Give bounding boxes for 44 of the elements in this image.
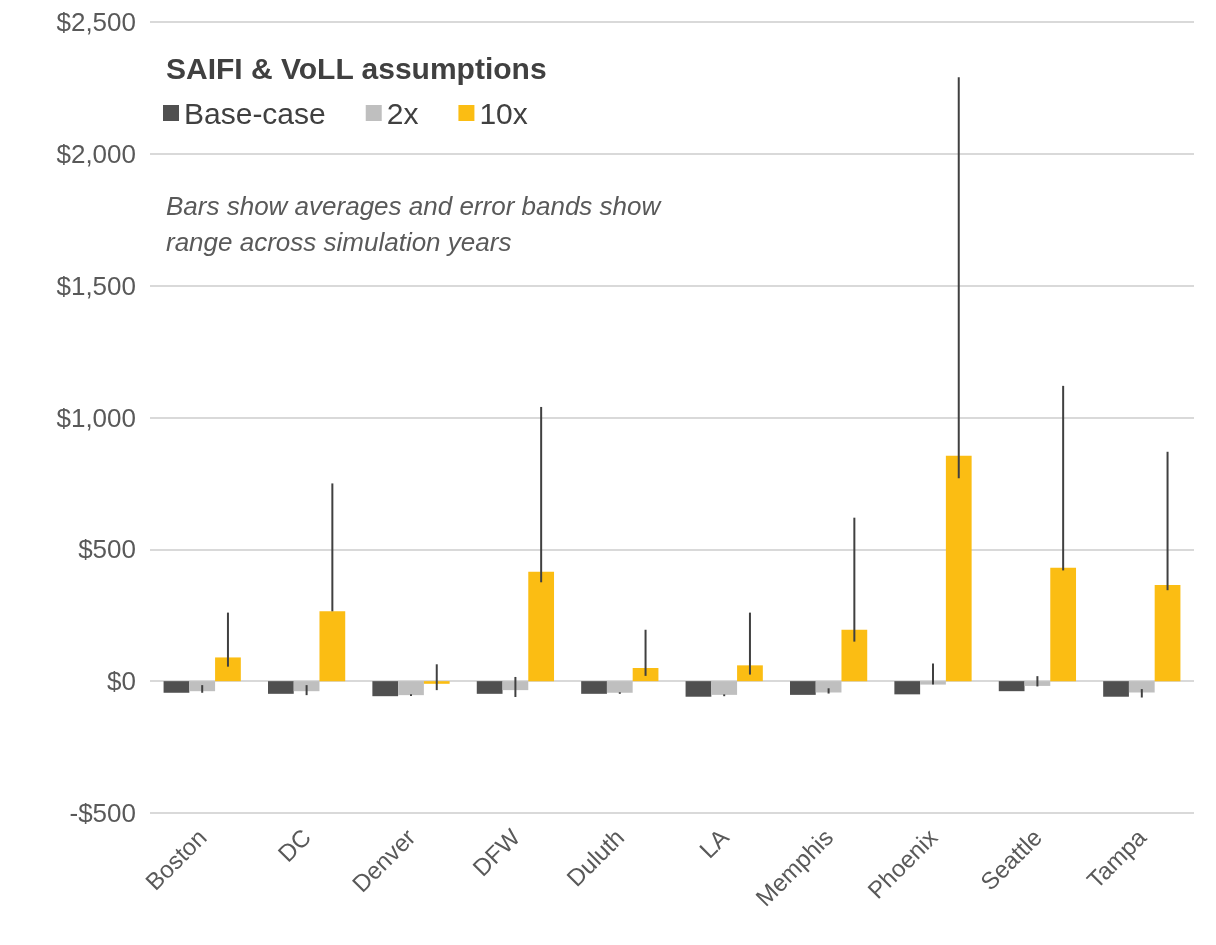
bar: [841, 629, 868, 682]
bar: [267, 681, 294, 694]
y-tick-label: $1,500: [56, 270, 136, 301]
bar: [1128, 681, 1155, 693]
y-tick-label: $0: [107, 666, 136, 697]
legend-label: 10x: [479, 96, 528, 130]
bar: [372, 681, 399, 697]
bar: [1103, 681, 1129, 697]
bar: [581, 681, 607, 694]
bar: [685, 681, 712, 697]
bar: [476, 681, 503, 694]
bar: [606, 681, 633, 693]
bar: [815, 681, 842, 693]
y-tick-label: $2,500: [56, 7, 136, 37]
x-tick-label: LA: [693, 823, 734, 864]
bar: [163, 681, 190, 693]
bar: [1154, 584, 1181, 682]
bar: [1050, 567, 1077, 682]
bar: [920, 681, 946, 685]
legend-label: 2x: [386, 96, 419, 130]
bar: [189, 681, 216, 692]
annotation: Bars show averages and error bands show range across simulation years: [166, 191, 668, 257]
bar: [528, 571, 555, 682]
bar: [632, 667, 659, 682]
bar: [215, 657, 241, 682]
y-tick-label: $2,000: [56, 138, 136, 169]
bar: [789, 681, 816, 695]
bar: [945, 455, 972, 682]
x-tick-label: DC: [272, 823, 317, 868]
y-tick-label: $500: [78, 534, 136, 565]
bar: [737, 665, 763, 682]
bar: [1024, 681, 1051, 686]
y-tick-label: -$500: [69, 798, 136, 828]
bar: [711, 681, 738, 695]
bar: [398, 681, 424, 696]
bar: [894, 681, 921, 695]
legend-label: Base-case: [184, 96, 326, 130]
bar: [293, 681, 320, 692]
bar: [319, 611, 346, 682]
legend-title: SAIFI & VoLL assumptions: [166, 51, 547, 85]
y-tick-label: $1,000: [56, 402, 136, 433]
bar: [502, 681, 529, 691]
bar: [998, 681, 1025, 692]
bar: [423, 681, 450, 684]
